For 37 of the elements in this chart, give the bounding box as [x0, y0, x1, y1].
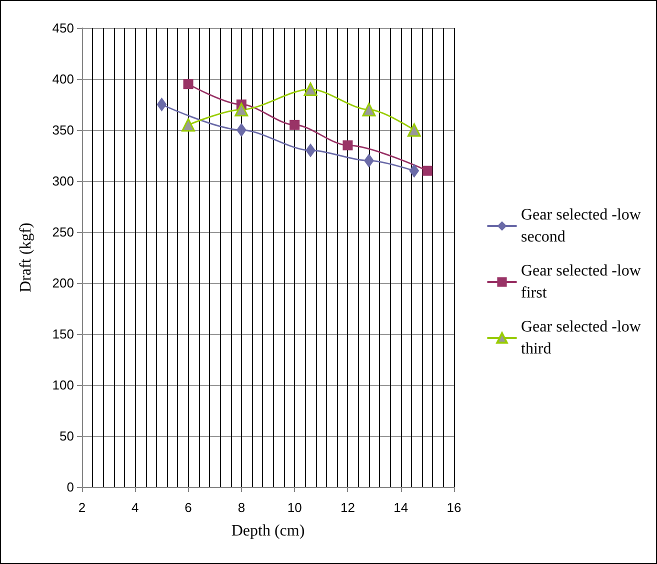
x-tick-label: 8 — [238, 500, 246, 515]
point — [409, 164, 420, 178]
point — [362, 102, 376, 116]
y-tick-label: 300 — [52, 174, 74, 188]
x-tick-label: 14 — [394, 500, 408, 515]
point — [156, 98, 167, 112]
point — [364, 154, 374, 168]
point — [342, 140, 353, 150]
y-tick-label: 100 — [52, 378, 74, 392]
legend-label: Gear selected -low first — [521, 262, 645, 302]
legend-label: Gear selected -low third — [521, 318, 645, 358]
y-tick-label: 0 — [66, 480, 74, 494]
y-tick-label: 350 — [52, 122, 74, 138]
x-axis-title: Depth (cm) — [231, 522, 305, 540]
point — [407, 123, 421, 137]
legend-label: Gear selected -low second — [521, 206, 645, 246]
point — [183, 79, 194, 90]
x-tick-label: 4 — [132, 500, 139, 515]
y-tick-label: 150 — [52, 326, 74, 342]
y-tick-label: 200 — [52, 276, 74, 290]
point — [422, 166, 432, 176]
y-tick-label: 50 — [60, 428, 74, 444]
point — [306, 143, 316, 158]
point — [290, 120, 300, 130]
y-axis-title: Draft (kgf) — [18, 222, 34, 292]
x-tick-label: 6 — [184, 500, 192, 515]
y-tick-label: 250 — [52, 224, 74, 240]
x-tick-label: 10 — [287, 500, 302, 515]
point — [234, 102, 248, 116]
point — [182, 118, 196, 132]
point — [236, 123, 246, 137]
x-tick-label: 16 — [446, 500, 462, 515]
x-tick-label: 12 — [340, 500, 355, 515]
x-tick-label: 2 — [78, 500, 86, 515]
y-tick-label: 400 — [52, 72, 74, 86]
point — [304, 82, 318, 96]
y-tick-label: 450 — [52, 20, 74, 36]
